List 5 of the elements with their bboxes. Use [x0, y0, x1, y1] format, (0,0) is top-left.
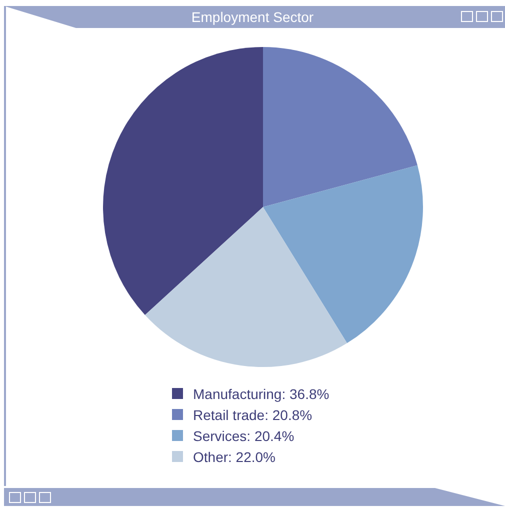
legend-label: Manufacturing: 36.8%	[193, 386, 330, 402]
legend-label: Services: 20.4%	[193, 428, 294, 444]
chart-title: Employment Sector	[190, 8, 315, 26]
legend-label: Other: 22.0%	[193, 448, 276, 464]
legend-label: Retail trade: 20.8%	[193, 406, 312, 422]
